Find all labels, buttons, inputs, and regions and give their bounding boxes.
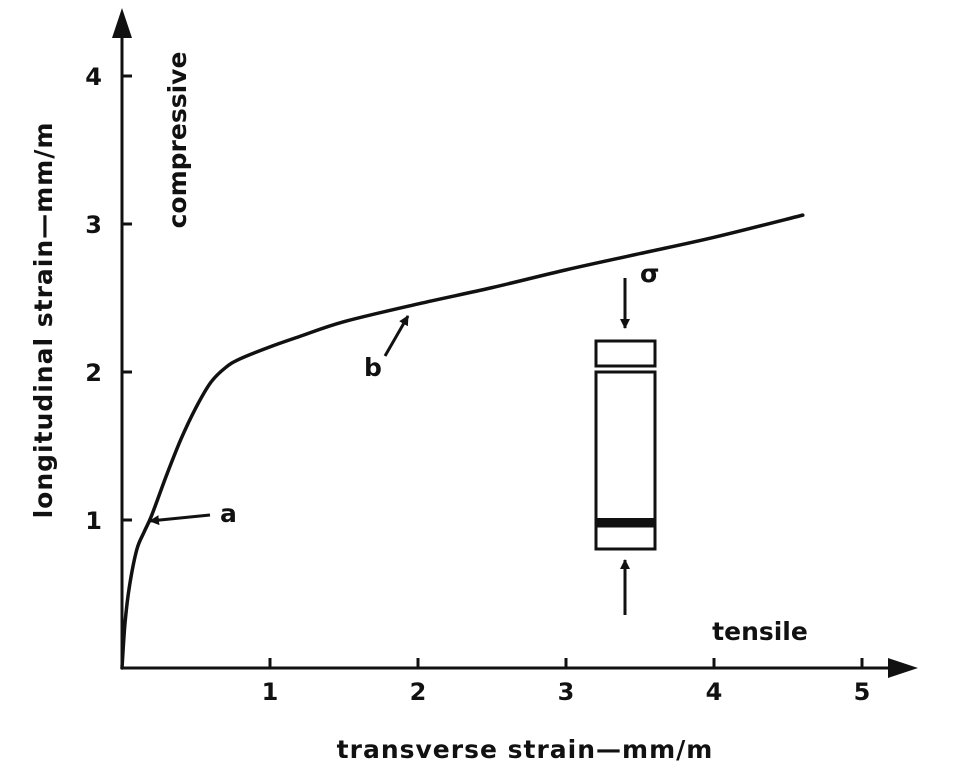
x-axis-arrow-icon — [888, 658, 918, 678]
x-ticks: 1 2 3 4 5 — [262, 658, 871, 706]
annotation-b-arrow — [383, 315, 410, 357]
x-tick-label: 2 — [410, 678, 427, 706]
y-tick-label: 2 — [85, 359, 102, 387]
top-platen — [594, 339, 657, 368]
stress-symbol: σ — [640, 259, 659, 288]
strain-curve — [120, 213, 805, 670]
axes — [112, 8, 918, 678]
annotation-b-label: b — [364, 353, 382, 382]
x-tick-label: 5 — [854, 678, 871, 706]
y-tick-label: 4 — [85, 63, 102, 91]
annotation-a: a — [149, 499, 237, 528]
x-tick-label: 1 — [262, 678, 279, 706]
series — [120, 213, 805, 670]
compressive-label: compressive — [163, 52, 192, 229]
annotation-b: b — [364, 315, 410, 382]
bottom-platen — [594, 524, 657, 551]
y-tick-label: 1 — [85, 507, 102, 535]
annotation-a-arrow — [149, 513, 211, 526]
specimen-body — [594, 370, 657, 526]
x-axis-label: transverse strain—mm/m — [337, 735, 714, 764]
annotation-a-label: a — [220, 499, 237, 528]
y-tick-label: 3 — [85, 211, 102, 239]
x-tick-label: 4 — [706, 678, 723, 706]
y-axis-label: longitudinal strain—mm/m — [29, 122, 58, 519]
y-axis-arrow-icon — [112, 8, 132, 38]
specimen-diagram: σ — [594, 259, 659, 615]
y-ticks: 1 2 3 4 — [85, 63, 132, 535]
x-tick-label: 3 — [558, 678, 575, 706]
specimen-base-band — [596, 518, 655, 525]
tensile-label: tensile — [712, 617, 808, 646]
